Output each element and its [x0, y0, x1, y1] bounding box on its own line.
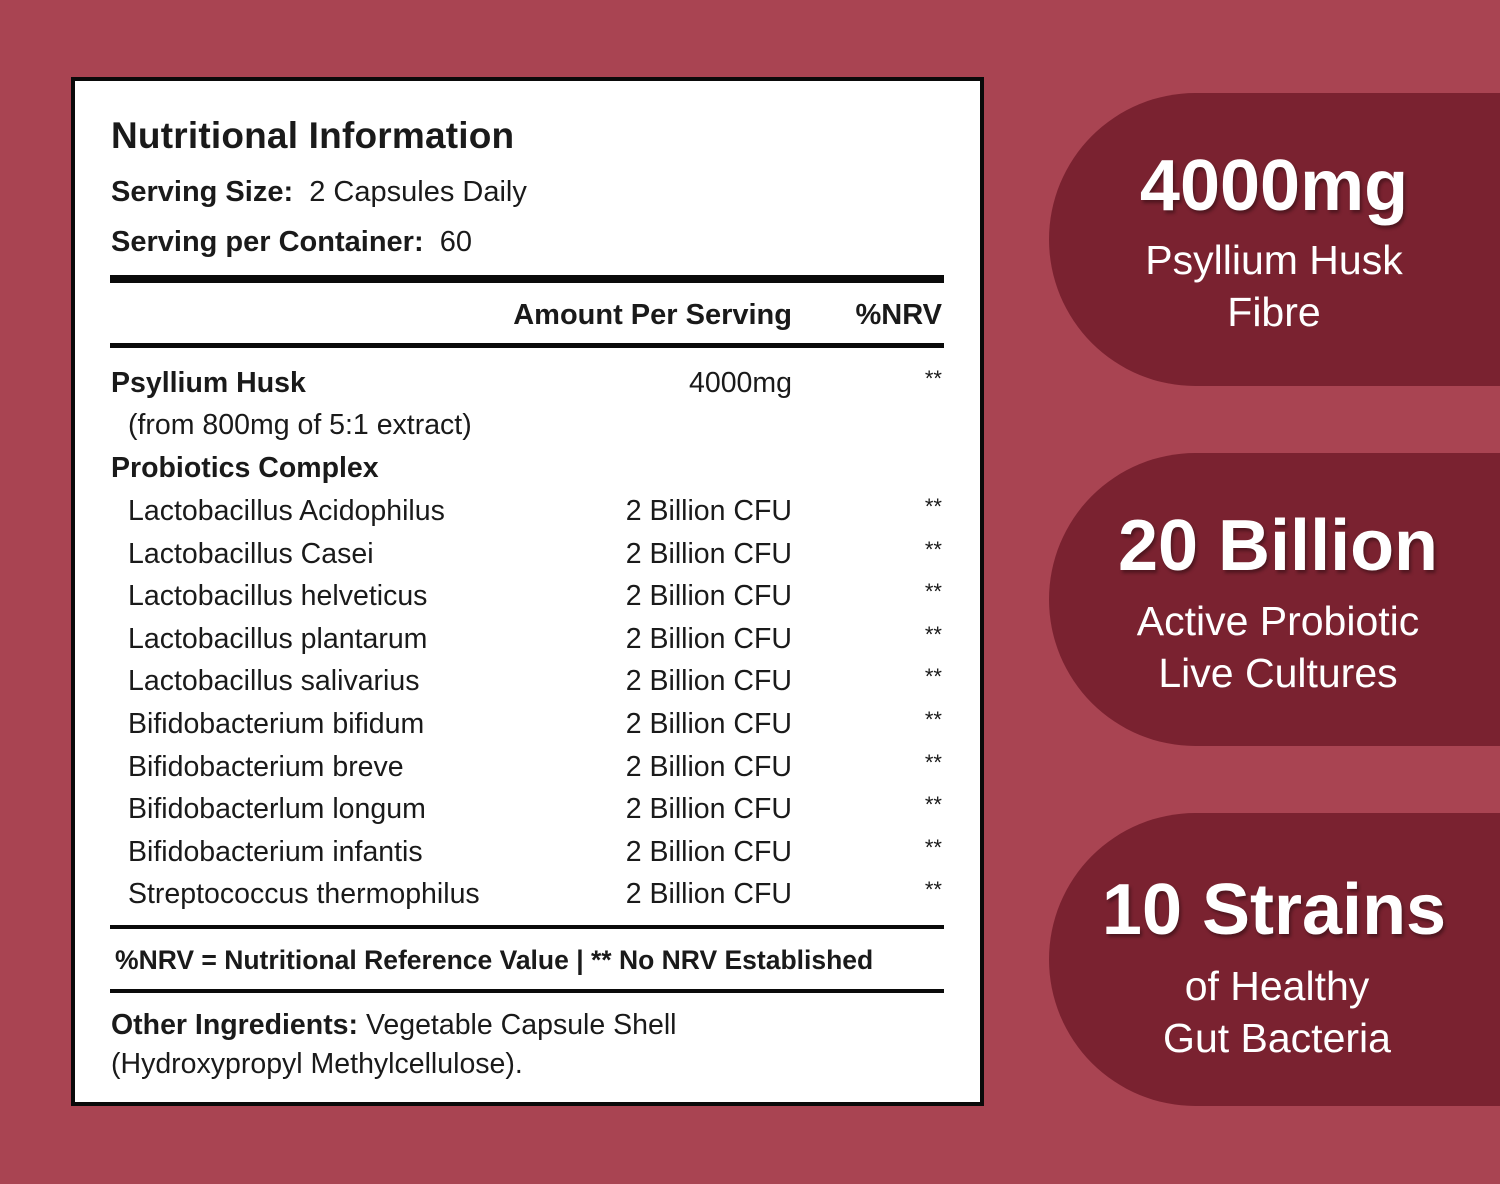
- servings-per-container-label: Serving per Container:: [111, 226, 424, 258]
- ingredient-nrv: **: [924, 664, 942, 690]
- highlight-headline: 20 Billion: [1117, 506, 1439, 586]
- ingredient-amount: 2 Billion CFU: [625, 708, 792, 740]
- ingredient-name: (from 800mg of 5:1 extract): [128, 409, 472, 441]
- header-nrv: %NRV: [855, 299, 943, 331]
- highlight-line2: Live Cultures: [1158, 650, 1398, 696]
- ingredient-nrv: **: [924, 834, 942, 860]
- ingredient-amount: 2 Billion CFU: [625, 495, 792, 527]
- ingredient-nrv: **: [924, 579, 942, 605]
- highlight-headline: 4000mg: [1139, 146, 1409, 226]
- ingredient-amount: 2 Billion CFU: [625, 665, 792, 698]
- thick-divider: [110, 275, 944, 283]
- ingredient-nrv: **: [924, 877, 942, 903]
- highlight-pill-strains: 10 Strains of Healthy Gut Bacteria: [1049, 813, 1500, 1106]
- other-ingredients-line2: (Hydroxypropyl Methylcellulose).: [111, 1048, 523, 1080]
- highlight-pill-psyllium: 4000mg Psyllium Husk Fibre: [1049, 93, 1500, 386]
- ingredient-nrv: **: [924, 707, 942, 732]
- servings-per-container-value: 60: [439, 226, 473, 258]
- ingredient-nrv: **: [924, 792, 942, 818]
- ingredient-amount: 2 Billion CFU: [625, 580, 792, 613]
- ingredient-amount: 2 Billion CFU: [625, 878, 792, 911]
- ingredient-name: Probiotics Complex: [111, 452, 379, 484]
- serving-size: Serving Size: 2 Capsules Daily: [111, 176, 527, 209]
- highlight-headline: 10 Strains: [1101, 870, 1447, 950]
- ingredient-amount: 2 Billion CFU: [625, 793, 792, 826]
- highlight-line2: Fibre: [1227, 289, 1321, 335]
- ingredient-name: Bifidobacterium bifidum: [128, 708, 425, 740]
- highlight-line2: Gut Bacteria: [1163, 1015, 1391, 1061]
- ingredient-amount: 2 Billion CFU: [625, 835, 792, 868]
- ingredient-name: Bifidobacterlum longum: [128, 793, 426, 826]
- ingredient-amount: 4000mg: [689, 367, 792, 399]
- serving-size-label: Serving Size:: [111, 176, 294, 208]
- ingredient-name: Psyllium Husk: [111, 367, 306, 399]
- ingredient-name: Lactobacillus helveticus: [128, 580, 428, 613]
- ingredient-amount: 2 Billion CFU: [625, 622, 792, 655]
- ingredient-name: Lactobacillus plantarum: [128, 622, 428, 655]
- table-bottom-divider: [110, 925, 944, 929]
- other-ingredients: Other Ingredients: Vegetable Capsule She…: [111, 1009, 677, 1042]
- nrv-footnote: %NRV = Nutritional Reference Value | ** …: [115, 945, 874, 975]
- ingredient-amount: 2 Billion CFU: [625, 750, 792, 783]
- highlight-pill-probiotic: 20 Billion Active Probiotic Live Culture…: [1049, 453, 1500, 746]
- label-title: Nutritional Information: [111, 115, 515, 156]
- serving-size-value: 2 Capsules Daily: [309, 176, 527, 208]
- header-amount-per-serving: Amount Per Serving: [513, 299, 792, 331]
- other-ingredients-line1: Vegetable Capsule Shell: [358, 1009, 677, 1041]
- ingredient-nrv: **: [924, 749, 942, 775]
- footnote-divider: [110, 989, 944, 993]
- ingredient-nrv: **: [924, 366, 942, 391]
- ingredient-nrv: **: [924, 621, 942, 647]
- ingredient-nrv: **: [924, 536, 942, 562]
- ingredient-name: Lactobacillus salivarius: [128, 665, 420, 698]
- ingredient-nrv: **: [924, 494, 942, 519]
- ingredient-name: Bifidobacterium infantis: [128, 835, 423, 868]
- ingredient-name: Streptococcus thermophilus: [128, 878, 480, 911]
- highlight-line1: of Healthy: [1184, 963, 1370, 1009]
- ingredient-name: Bifidobacterium breve: [128, 750, 404, 783]
- highlight-line1: Psyllium Husk: [1145, 237, 1403, 283]
- header-divider: [110, 343, 944, 348]
- servings-per-container: Serving per Container: 60: [111, 226, 472, 259]
- other-ingredients-label: Other Ingredients:: [111, 1009, 359, 1041]
- highlight-line1: Active Probiotic: [1136, 598, 1420, 644]
- nutrition-label-panel: Nutritional Information Serving Size: 2 …: [71, 77, 984, 1106]
- ingredient-amount: 2 Billion CFU: [625, 537, 792, 570]
- ingredient-name: Lactobacillus Acidophilus: [128, 495, 445, 527]
- ingredient-name: Lactobacillus Casei: [128, 537, 374, 570]
